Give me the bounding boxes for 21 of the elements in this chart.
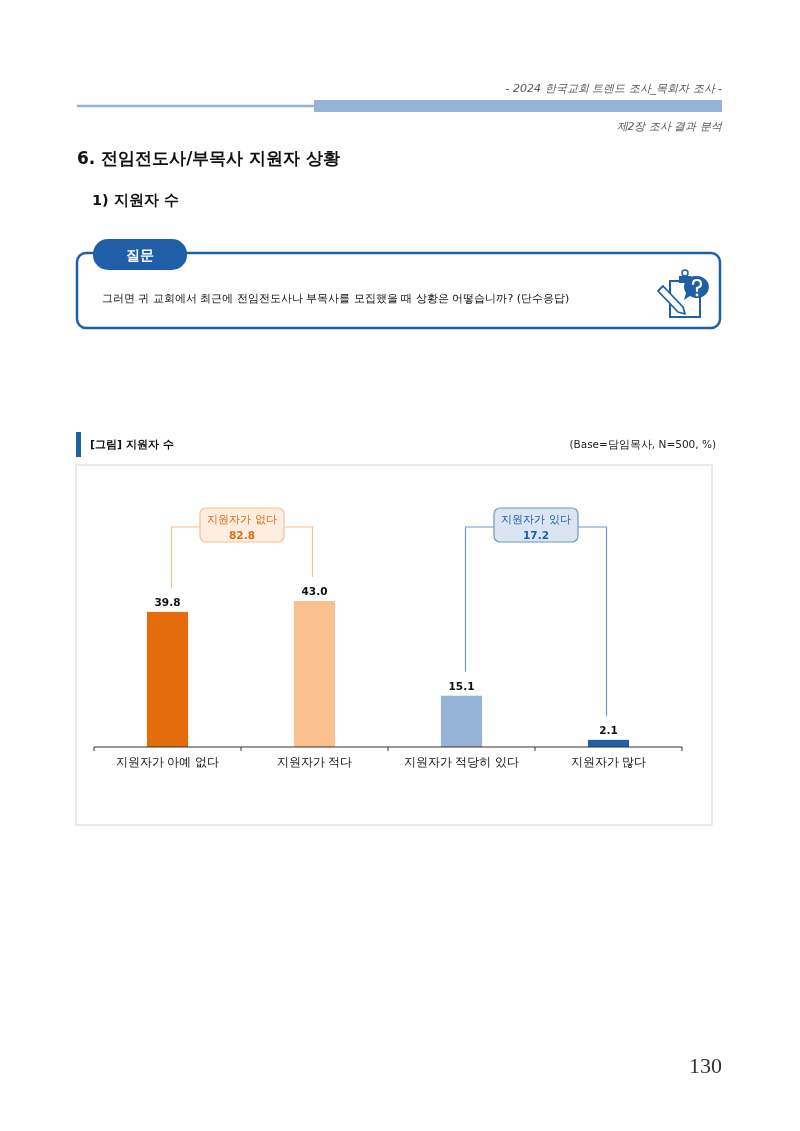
text: - 2024 한국교회 트렌드 조사_목회자 조사 - [505, 82, 723, 95]
text: 그러면 귀 교회에서 최근에 전임전도사나 부목사를 모집했을 때 상황은 어떻습니까? (단수응답) [102, 292, 570, 305]
x-tick-label: 지원자가 적다 [276, 755, 353, 769]
x-tick-label: 지원자가 많다 [570, 755, 647, 769]
x-tick-label: 지원자가 적당히 있다 [403, 755, 520, 769]
data-label: 2.1 [599, 723, 618, 736]
text: 17.2 [523, 529, 549, 541]
text: 130 [689, 1053, 722, 1078]
text: 질문 [126, 247, 154, 263]
text: 지원자가 없다 [207, 513, 277, 525]
text: 1) 지원자 수 [92, 192, 179, 208]
data-label: 43.0 [301, 585, 328, 597]
x-tick-label: 지원자가 아예 없다 [115, 755, 220, 769]
text: 지원자가 있다 [501, 513, 571, 525]
chart-subtitle: (Base=담임목사, N=500, %) [569, 438, 716, 450]
data-label: 15.1 [448, 679, 475, 692]
text: 6. 전임전도사/부목사 지원자 상황 [77, 148, 341, 168]
chart-title: [그림] 지원자 수 [90, 438, 174, 451]
text: 제2장 조사 결과 분석 [616, 120, 723, 133]
data-label: 39.8 [154, 595, 181, 608]
text: 82.8 [229, 529, 255, 541]
